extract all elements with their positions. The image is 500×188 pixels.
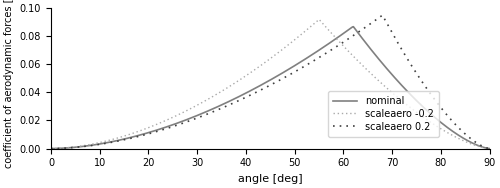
scaleaero -0.2 xyxy=(48,147,54,150)
scaleaero 0.2 xyxy=(477,144,483,146)
nominal xyxy=(256,85,262,87)
scaleaero 0.2 xyxy=(256,90,262,92)
Y-axis label: coefficient of aerodynamic forces [1]: coefficient of aerodynamic forces [1] xyxy=(4,0,14,168)
Legend: nominal, scaleaero -0.2, scaleaero 0.2: nominal, scaleaero -0.2, scaleaero 0.2 xyxy=(328,91,438,137)
scaleaero 0.2 xyxy=(380,14,386,16)
Line: scaleaero 0.2: scaleaero 0.2 xyxy=(51,15,490,149)
Line: nominal: nominal xyxy=(51,27,490,149)
scaleaero 0.2 xyxy=(309,61,315,63)
nominal xyxy=(477,145,483,147)
nominal xyxy=(309,54,315,56)
scaleaero -0.2 xyxy=(408,107,414,110)
nominal xyxy=(486,147,492,150)
nominal xyxy=(286,68,292,71)
scaleaero 0.2 xyxy=(286,74,292,77)
scaleaero -0.2 xyxy=(316,18,322,20)
scaleaero -0.2 xyxy=(486,147,492,150)
scaleaero -0.2 xyxy=(309,24,315,27)
scaleaero -0.2 xyxy=(256,65,262,68)
nominal xyxy=(259,83,265,86)
scaleaero 0.2 xyxy=(408,64,414,67)
scaleaero -0.2 xyxy=(477,146,483,148)
X-axis label: angle [deg]: angle [deg] xyxy=(238,174,302,184)
Line: scaleaero -0.2: scaleaero -0.2 xyxy=(51,19,490,149)
scaleaero -0.2 xyxy=(259,64,265,66)
scaleaero 0.2 xyxy=(48,147,54,150)
scaleaero 0.2 xyxy=(486,147,492,150)
scaleaero 0.2 xyxy=(259,88,265,91)
nominal xyxy=(48,147,54,150)
nominal xyxy=(408,94,414,97)
nominal xyxy=(350,26,356,28)
scaleaero -0.2 xyxy=(286,44,292,46)
